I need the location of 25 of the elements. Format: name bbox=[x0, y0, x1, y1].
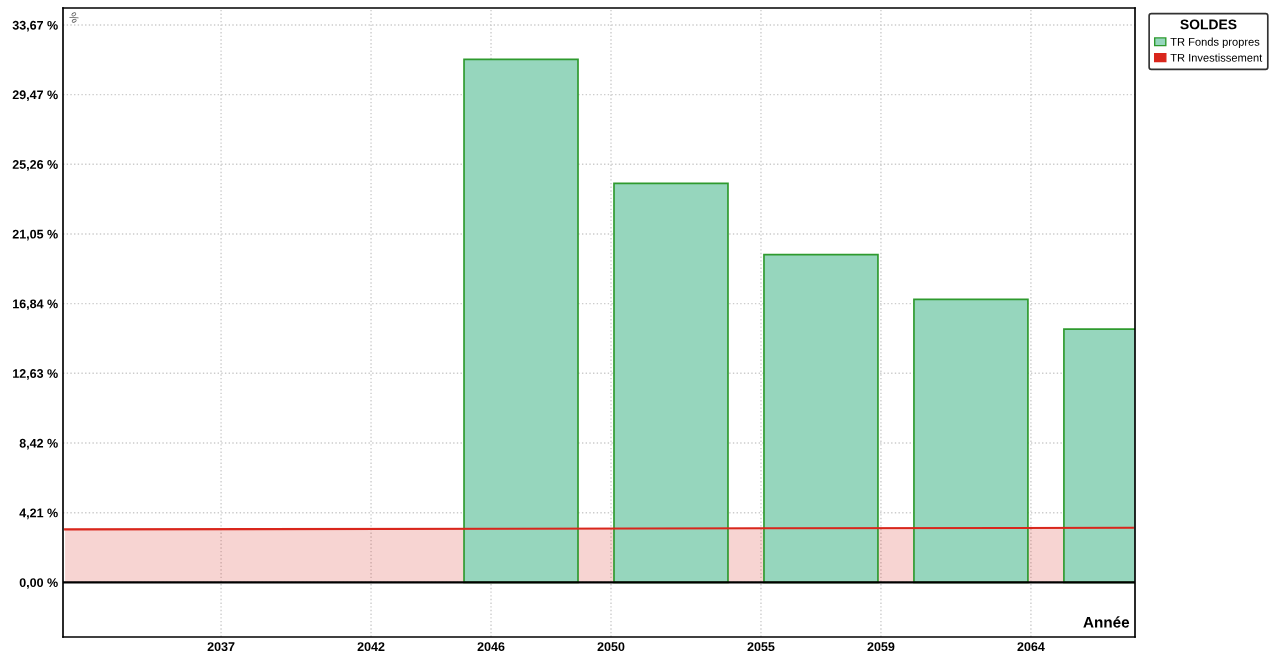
y-tick-label: 21,05 % bbox=[12, 229, 58, 241]
y-tick-label: 16,84 % bbox=[13, 299, 58, 311]
x-tick-label: 2037 bbox=[207, 642, 235, 652]
x-tick-label: 2046 bbox=[477, 642, 505, 652]
x-tick-label: 2042 bbox=[357, 642, 385, 652]
x-axis-title: Année bbox=[1083, 616, 1130, 628]
y-axis-title: % bbox=[68, 11, 80, 24]
y-tick-label: 29,47 % bbox=[12, 90, 58, 102]
legend-label: TR Investissement bbox=[1170, 53, 1263, 62]
legend-title: SOLDES bbox=[1180, 19, 1237, 30]
legend-label: TR Fonds propres bbox=[1170, 37, 1260, 48]
y-tick-label: 33,67 % bbox=[12, 20, 58, 32]
y-tick-label: 4,21 % bbox=[19, 508, 58, 520]
bar bbox=[613, 182, 729, 584]
y-tick-label: 0,00 % bbox=[19, 578, 58, 589]
x-tick-label: 2064 bbox=[1017, 642, 1045, 652]
y-tick-label: 12,63 % bbox=[13, 369, 58, 380]
bar bbox=[913, 298, 1029, 584]
y-tick-label: 8,42 % bbox=[19, 438, 58, 450]
x-tick-label: 2050 bbox=[597, 642, 625, 652]
x-tick-label: 2055 bbox=[747, 642, 775, 652]
bar bbox=[463, 58, 579, 584]
x-tick-label: 2059 bbox=[867, 642, 895, 652]
y-tick-label: 25,26 % bbox=[12, 160, 58, 171]
bar bbox=[763, 253, 879, 584]
